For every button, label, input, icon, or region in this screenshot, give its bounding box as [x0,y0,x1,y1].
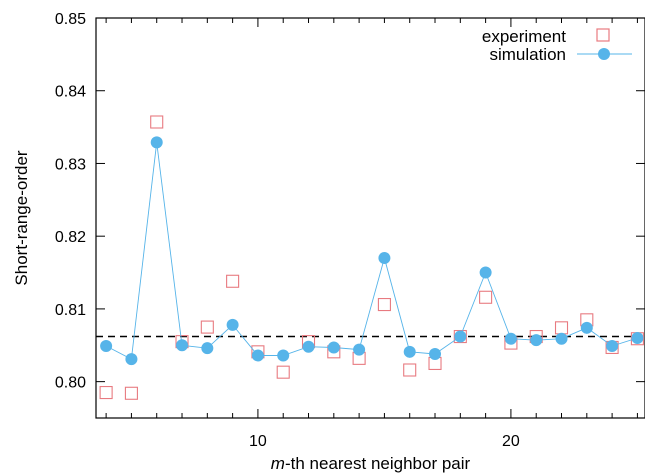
ticks-layer: 0.80 0.81 0.82 0.83 0.84 0.85 10 20 [55,11,645,450]
simulation-point [226,318,239,331]
simulation-point [504,332,517,345]
legend: experiment simulation [482,27,632,64]
simulation-line [105,142,638,360]
y-axis-label: Short-range-order [12,150,31,285]
y-tick-label: 0.85 [55,11,86,28]
legend-item-experiment: experiment [482,27,610,46]
legend-label-simulation: simulation [489,45,566,64]
plot-frame [95,17,645,419]
simulation-point [251,349,264,362]
x-axis-label: m-th nearest neighbor pair [271,454,471,473]
simulation-point [176,339,189,352]
simulation-point [580,321,593,334]
y-tick-label: 0.83 [55,156,86,173]
simulation-point [100,340,113,352]
experiment-point [377,297,391,312]
simulation-point [327,341,340,354]
experiment-point [479,290,493,304]
legend-marker-simulation [598,48,610,60]
y-tick-label: 0.80 [55,375,86,392]
y-tick-label: 0.82 [55,229,86,246]
simulation-point [631,332,644,344]
y-tick-label: 0.84 [55,84,86,101]
simulation-point [479,266,492,279]
simulation-point [555,332,568,345]
y-tick-label: 0.81 [55,302,86,319]
x-tick-label: 20 [502,433,520,450]
experiment-point [226,274,240,288]
simulation-point [201,342,214,355]
simulation-point [150,136,163,149]
simulation-point [277,349,290,362]
simulation-point [302,340,315,353]
x-tick-label: 10 [249,433,267,450]
experiment-point [200,320,214,334]
simulation-point [606,340,619,352]
simulation-point [378,252,391,264]
simulation-point [530,334,543,347]
experiment-point [150,115,164,129]
simulation-point [353,343,366,356]
simulation-point [125,353,138,366]
legend-item-simulation: simulation [489,45,632,64]
legend-label-experiment: experiment [482,27,566,46]
experiment-point [124,386,138,400]
data-layer [96,115,645,400]
experiment-point [276,365,290,379]
x-axis-label-rest: -th nearest neighbor pair [285,454,471,473]
simulation-point [429,348,442,360]
legend-marker-experiment [596,28,610,42]
simulation-point [454,330,467,343]
x-axis-label-italic: m [271,454,285,473]
simulation-point [403,345,416,358]
experiment-point [99,385,113,400]
experiment-point [554,321,569,335]
experiment-point [403,363,417,377]
